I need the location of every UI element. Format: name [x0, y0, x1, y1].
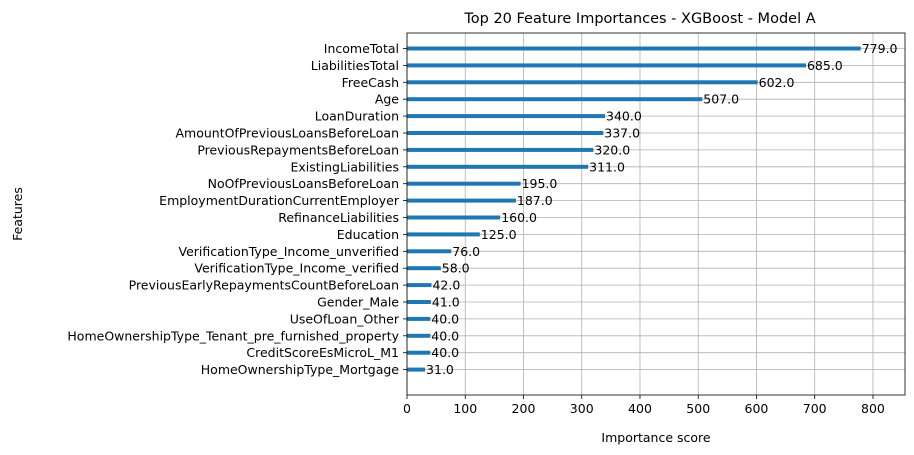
bar — [407, 181, 521, 186]
value-label: 125.0 — [481, 227, 517, 242]
feature-label: Gender_Male — [317, 295, 399, 310]
value-label: 42.0 — [432, 278, 460, 293]
bar — [407, 147, 594, 152]
x-tick-label: 100 — [453, 401, 477, 416]
bar — [407, 97, 703, 102]
x-axis-title: Importance score — [601, 430, 711, 445]
bar — [407, 300, 431, 304]
bar — [407, 249, 452, 254]
value-label: 31.0 — [426, 362, 454, 377]
chart-title: Top 20 Feature Importances - XGBoost - M… — [463, 11, 815, 27]
value-label: 187.0 — [517, 193, 553, 208]
plot-frame — [406, 32, 906, 396]
feature-label: VerificationType_Income_verified — [194, 261, 399, 276]
bar — [407, 215, 501, 220]
value-label: 41.0 — [432, 295, 460, 310]
x-tick-label: 0 — [403, 401, 411, 416]
value-label: 76.0 — [452, 244, 480, 259]
x-tick-label: 300 — [570, 401, 594, 416]
bar — [407, 316, 431, 321]
feature-label: ExistingLiabilities — [290, 159, 399, 174]
feature-label: CreditScoreEsMicroL_M1 — [246, 345, 399, 360]
value-label: 40.0 — [431, 311, 459, 326]
value-label: 311.0 — [589, 159, 625, 174]
value-label: 58.0 — [442, 261, 470, 276]
bar — [407, 283, 432, 288]
bar — [407, 198, 516, 203]
feature-label: HomeOwnershipType_Tenant_pre_furnished_p… — [67, 328, 399, 343]
x-tick-label: 500 — [686, 401, 710, 416]
bar — [407, 350, 431, 355]
feature-label: EmploymentDurationCurrentEmployer — [159, 193, 400, 208]
bars — [407, 46, 861, 372]
feature-label: AmountOfPreviousLoansBeforeLoan — [175, 126, 399, 141]
feature-labels: IncomeTotal LiabilitiesTotal FreeCash Age Lo… — [67, 41, 399, 377]
feature-label: NoOfPreviousLoansBeforeLoan — [208, 176, 399, 191]
value-label: 195.0 — [522, 176, 558, 191]
grid — [406, 33, 905, 395]
feature-label: PreviousRepaymentsBeforeLoan — [197, 142, 399, 157]
bar — [407, 46, 861, 51]
feature-label: FreeCash — [342, 75, 399, 90]
feature-label: Age — [375, 92, 399, 107]
x-tick-label: 400 — [628, 401, 652, 416]
bar — [407, 131, 604, 135]
bar — [407, 80, 758, 85]
value-label: 340.0 — [606, 109, 642, 124]
value-label: 685.0 — [807, 58, 843, 73]
x-tick-label: 800 — [861, 401, 885, 416]
feature-label: Education — [337, 227, 399, 242]
feature-label: PreviousEarlyRepaymentsCountBeforeLoan — [129, 278, 399, 293]
bar — [407, 232, 480, 237]
bar — [407, 114, 606, 119]
x-axis-ticks: 0 100 200 300 400 500 600 700 800 — [403, 48, 885, 416]
value-label: 40.0 — [431, 345, 459, 360]
feature-label: RefinanceLiabilities — [278, 210, 399, 225]
value-label: 602.0 — [759, 75, 795, 90]
value-label: 779.0 — [862, 41, 898, 56]
bar — [407, 266, 441, 271]
feature-label: HomeOwnershipType_Mortgage — [201, 362, 400, 377]
value-label: 160.0 — [501, 210, 537, 225]
bar — [407, 164, 589, 169]
y-axis-title: Features — [10, 187, 25, 241]
value-label: 337.0 — [604, 126, 640, 141]
value-label: 507.0 — [703, 92, 739, 107]
x-tick-label: 700 — [803, 401, 827, 416]
feature-label: VerificationType_Income_unverified — [179, 244, 399, 259]
bar — [407, 367, 426, 372]
feature-label: LoanDuration — [315, 109, 399, 124]
x-tick-label: 200 — [512, 401, 536, 416]
bar — [407, 63, 806, 68]
feature-label: LiabilitiesTotal — [311, 58, 399, 73]
value-label: 320.0 — [594, 142, 630, 157]
feature-label: UseOfLoan_Other — [290, 311, 400, 326]
bar — [407, 333, 431, 338]
feature-label: IncomeTotal — [324, 41, 399, 56]
value-label: 40.0 — [431, 328, 459, 343]
x-tick-label: 600 — [745, 401, 769, 416]
